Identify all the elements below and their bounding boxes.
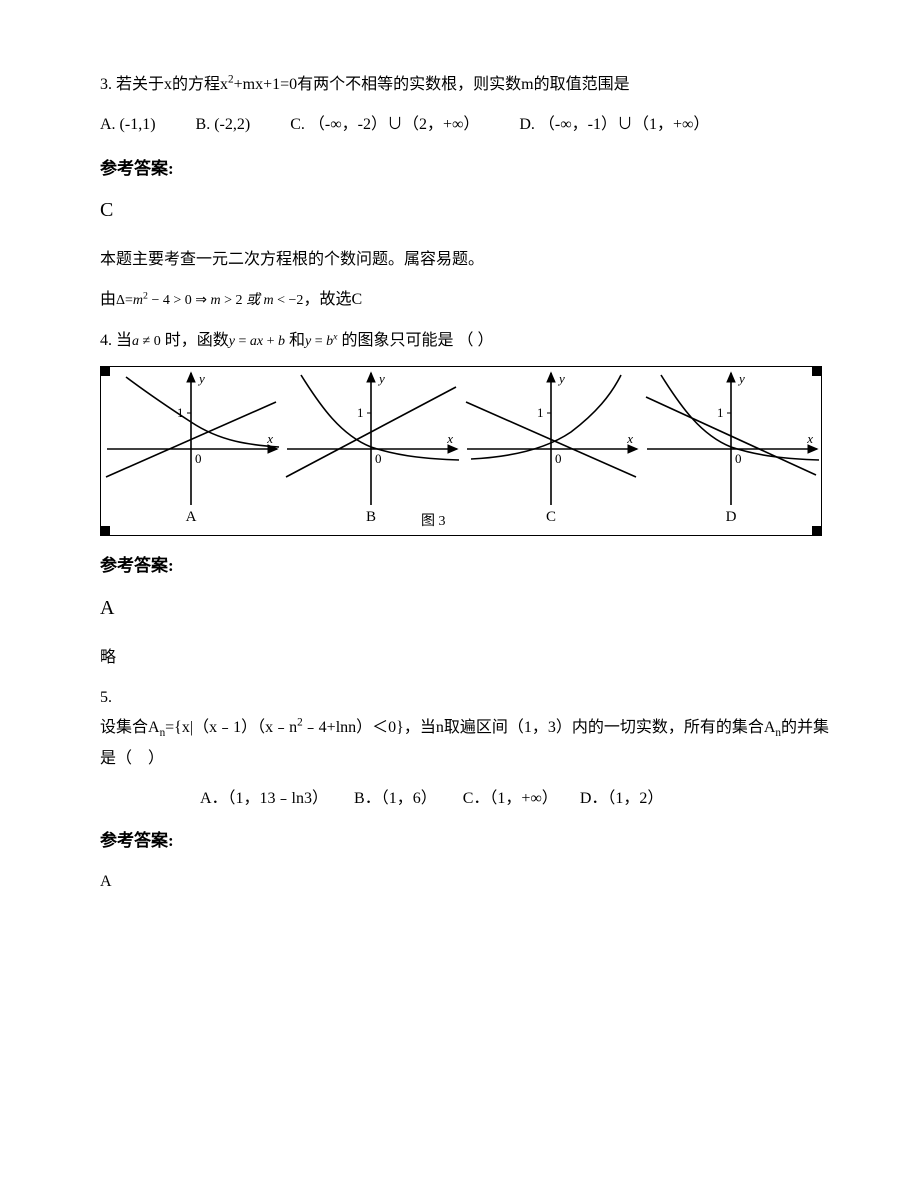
q5-answer-heading: 参考答案: (100, 825, 830, 857)
q3-options: A. (-1,1) B. (-2,2) C. （-∞，-2）∪（2，+∞） D.… (100, 110, 830, 140)
q5-optD: D．（1，2） (580, 784, 664, 814)
q3-stem: 3. 若关于x的方程x2+mx+1=0有两个不相等的实数根，则实数m的取值范围是 (100, 70, 830, 100)
q4-pre: 4. 当 (100, 332, 132, 349)
figure-label: 图 3 (419, 509, 448, 536)
svg-text:0: 0 (195, 451, 202, 466)
q3-expl2-post: ，故选C (303, 291, 362, 308)
q4-skip: 略 (100, 643, 830, 673)
q4-post: 的图象只可能是 （ ） (341, 332, 493, 349)
q4-stem: 4. 当a ≠ 0 时，函数y = ax + b 和y = bx 的图象只可能是… (100, 326, 830, 356)
q4-answer: A (100, 589, 830, 627)
q5-optB: B．（1，6） (354, 784, 437, 814)
panel-label: C (461, 503, 641, 532)
svg-text:x: x (806, 431, 813, 446)
q4-mid: 时，函数 (165, 332, 229, 349)
q4-f1: y = ax + b (229, 334, 285, 349)
svg-text:0: 0 (735, 451, 742, 466)
q3-optB: B. (-2,2) (196, 110, 251, 140)
q3-stem-text: 3. 若关于x的方程x2+mx+1=0有两个不相等的实数根，则实数m的取值范围是 (100, 76, 630, 93)
svg-text:y: y (197, 371, 205, 386)
svg-text:x: x (446, 431, 453, 446)
q3-expl2-pre: 由 (100, 291, 116, 308)
q5-options: A．（1，13﹣ln3） B．（1，6） C．（1，+∞） D．（1，2） (100, 784, 830, 814)
svg-text:x: x (626, 431, 633, 446)
svg-text:0: 0 (375, 451, 382, 466)
q5-answer: A (100, 867, 830, 897)
graph-panel-D: y x 1 0 D (641, 367, 821, 535)
svg-text:1: 1 (357, 405, 364, 420)
panel-label: A (101, 503, 281, 532)
svg-text:0: 0 (555, 451, 562, 466)
svg-text:1: 1 (717, 405, 724, 420)
svg-text:y: y (557, 371, 565, 386)
q3-optC: C. （-∞，-2）∪（2，+∞） (290, 110, 479, 140)
q3-delta-formula: Δ=m2 − 4 > 0 ⇒ m > 2 或 m < −2 (116, 293, 303, 308)
q3-explain-1: 本题主要考查一元二次方程根的个数问题。属容易题。 (100, 245, 830, 275)
q3-answer-heading: 参考答案: (100, 153, 830, 185)
svg-text:1: 1 (537, 405, 544, 420)
q5-optC: C．（1，+∞） (463, 784, 558, 814)
panel-label: D (641, 503, 821, 532)
q4-answer-heading: 参考答案: (100, 550, 830, 582)
q4-figure: yx10Ayx10Byx10Cyx10D 图 3 (100, 366, 822, 536)
q3-answer: C (100, 191, 830, 229)
q5-optA: A．（1，13﹣ln3） (200, 784, 328, 814)
q3-optD: D. （-∞，-1）∪（1，+∞） (519, 110, 709, 140)
svg-text:y: y (377, 371, 385, 386)
graph-panel-A: yx10A (101, 367, 281, 535)
q5-stem: 设集合An={x|（x﹣1）（x﹣n2﹣4+lnn）＜0}，当n取遍区间（1，3… (100, 713, 830, 774)
q3-optA: A. (-1,1) (100, 110, 156, 140)
q3-explain-2: 由Δ=m2 − 4 > 0 ⇒ m > 2 或 m < −2，故选C (100, 285, 830, 315)
q4-f2: y = bx (305, 334, 337, 349)
graph-panel-C: y x 1 0 C (461, 367, 641, 535)
q4-and: 和 (289, 332, 305, 349)
svg-text:x: x (266, 431, 273, 446)
q5-num: 5. (100, 683, 830, 713)
svg-text:y: y (737, 371, 745, 386)
q4-cond: a ≠ 0 (132, 334, 161, 349)
